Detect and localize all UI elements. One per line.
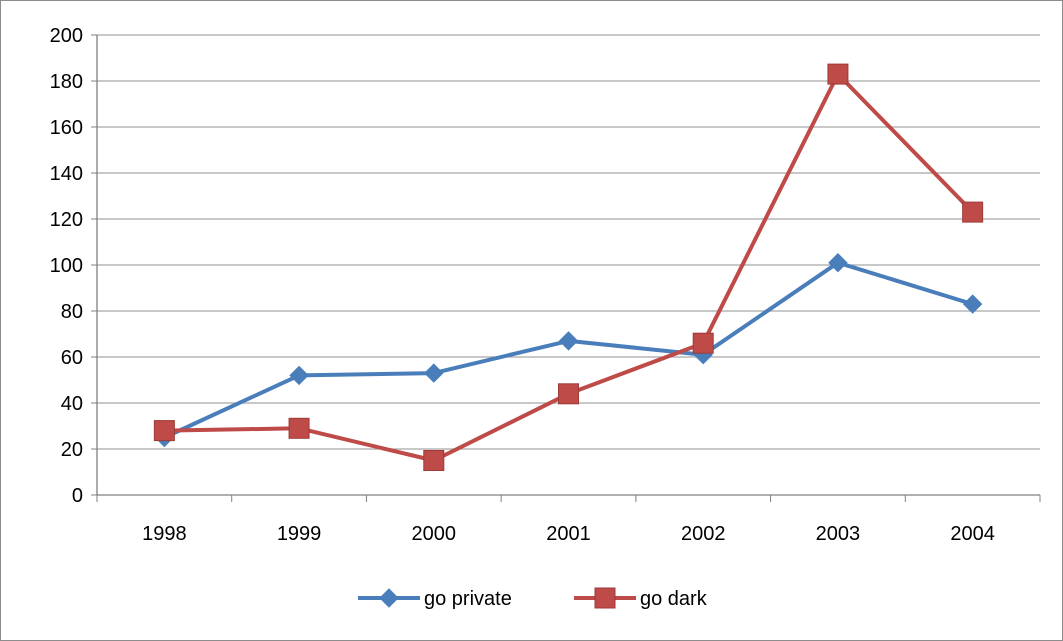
y-tick-label: 80 [61, 301, 83, 323]
y-tick-label: 20 [61, 439, 83, 461]
data-point-go-dark [827, 63, 849, 85]
x-tick-label: 1998 [142, 523, 187, 545]
y-tick-label: 140 [50, 163, 83, 185]
x-tick-label: 2004 [950, 523, 995, 545]
legend-label-go-dark: go dark [640, 588, 708, 610]
y-tick-label: 200 [50, 25, 83, 47]
data-point-go-dark [692, 332, 714, 354]
x-tick-label: 2003 [816, 523, 861, 545]
data-point-go-private [424, 363, 444, 383]
data-point-go-dark [423, 450, 445, 471]
y-tick-label: 120 [50, 209, 83, 231]
y-tick-label: 40 [61, 393, 83, 415]
data-point-go-private [558, 331, 579, 351]
x-tick-label: 1999 [277, 523, 322, 545]
y-tick-label: 160 [50, 117, 83, 139]
data-point-go-private [289, 365, 309, 386]
x-tick-label: 2000 [412, 523, 457, 545]
data-point-go-private [962, 294, 983, 314]
legend-label-go-private: go private [424, 588, 512, 610]
data-point-go-dark [153, 420, 175, 442]
y-tick-label: 100 [50, 255, 83, 277]
x-tick-label: 2002 [681, 523, 726, 545]
data-point-go-dark [288, 417, 310, 439]
y-tick-label: 0 [72, 485, 83, 507]
data-point-go-private [828, 252, 848, 273]
legend-marker-go-private [379, 588, 399, 608]
y-tick-label: 180 [50, 71, 83, 93]
data-point-go-dark [558, 383, 579, 405]
x-tick-label: 2001 [546, 523, 591, 545]
data-point-go-dark [962, 201, 984, 223]
legend-marker-go-dark [594, 587, 616, 609]
y-tick-label: 60 [61, 347, 83, 369]
